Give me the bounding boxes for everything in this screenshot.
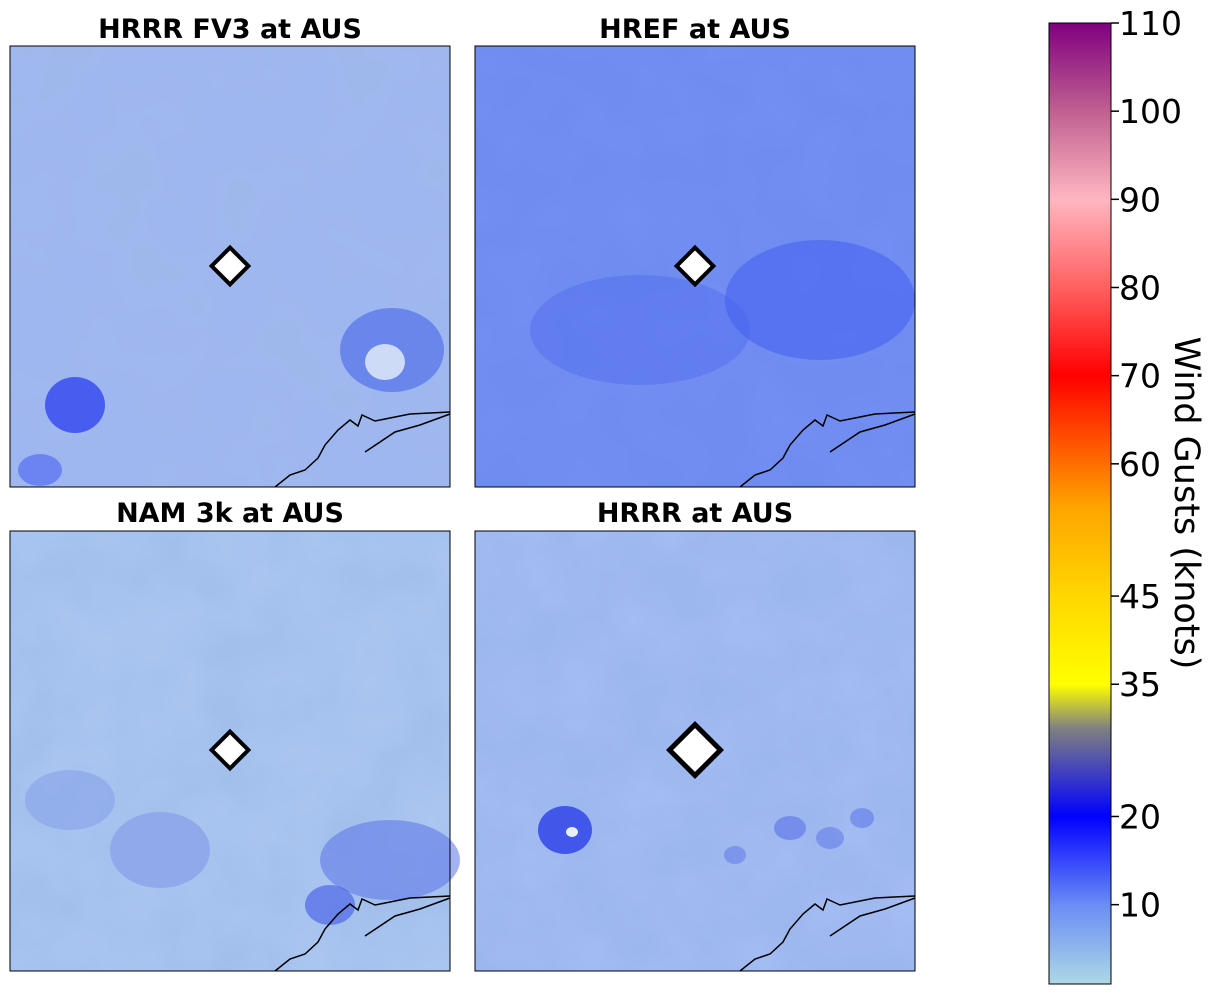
gust-cell [774,816,806,840]
station-marker [208,244,252,288]
colorbar-tick-label: 100 [1119,92,1182,131]
colorbar-tick-label: 10 [1119,886,1161,925]
colorbar-tick-label: 60 [1119,445,1161,484]
gust-cell [45,377,105,433]
gust-region [725,240,915,360]
gust-cell [850,808,874,828]
station-marker [208,728,252,772]
gust-cell [816,827,844,849]
gust-cell [724,846,746,864]
colorbar: 10 20 35 45 60 70 80 90 100 110 Wind Gusts (knots… [1048,4,1206,985]
coastline [364,413,451,453]
station-marker [666,721,724,779]
coastline [274,411,451,488]
gust-cell [110,812,210,888]
coastline [739,411,916,488]
panel-title: HRRR FV3 at AUS [98,14,362,45]
colorbar-tick-label: 110 [1119,4,1182,43]
colorbar-label: Wind Gusts (knots) [1166,337,1206,670]
panel-hrrr-fv3: HRRR FV3 at AUS [9,14,451,488]
gust-cell [18,454,62,486]
coastline [829,413,916,453]
colorbar-gradient [1048,22,1112,985]
panel-nam-3k: NAM 3k at AUS [9,498,460,972]
colorbar-tick-label: 35 [1119,665,1161,704]
colorbar-tick-label: 70 [1119,357,1161,396]
panel-frame [474,530,916,972]
gust-region [530,275,750,385]
panel-frame [474,45,916,488]
gust-core [566,827,578,837]
panel-frame [9,530,451,972]
panel-title: HREF at AUS [599,14,791,45]
gust-region [320,820,460,900]
panel-hrrr: HRRR at AUS [474,498,916,972]
gust-core [365,344,405,380]
coastline [829,897,916,937]
panel-title: NAM 3k at AUS [116,498,344,529]
panel-frame [9,45,451,488]
gust-cell [305,885,355,925]
panel-title: HRRR at AUS [597,498,793,529]
station-marker [673,244,717,288]
colorbar-ticks: 10 20 35 45 60 70 80 90 100 110 [1111,4,1182,925]
coastline [364,897,451,937]
colorbar-tick-label: 45 [1119,577,1161,616]
gust-cell [25,770,115,830]
gust-cell [538,806,592,854]
coastline [739,895,916,972]
coastline [274,895,451,972]
colorbar-tick-label: 20 [1119,797,1161,836]
colorbar-tick-label: 90 [1119,180,1161,219]
colorbar-tick-label: 80 [1119,268,1161,307]
panel-href: HREF at AUS [474,14,916,488]
